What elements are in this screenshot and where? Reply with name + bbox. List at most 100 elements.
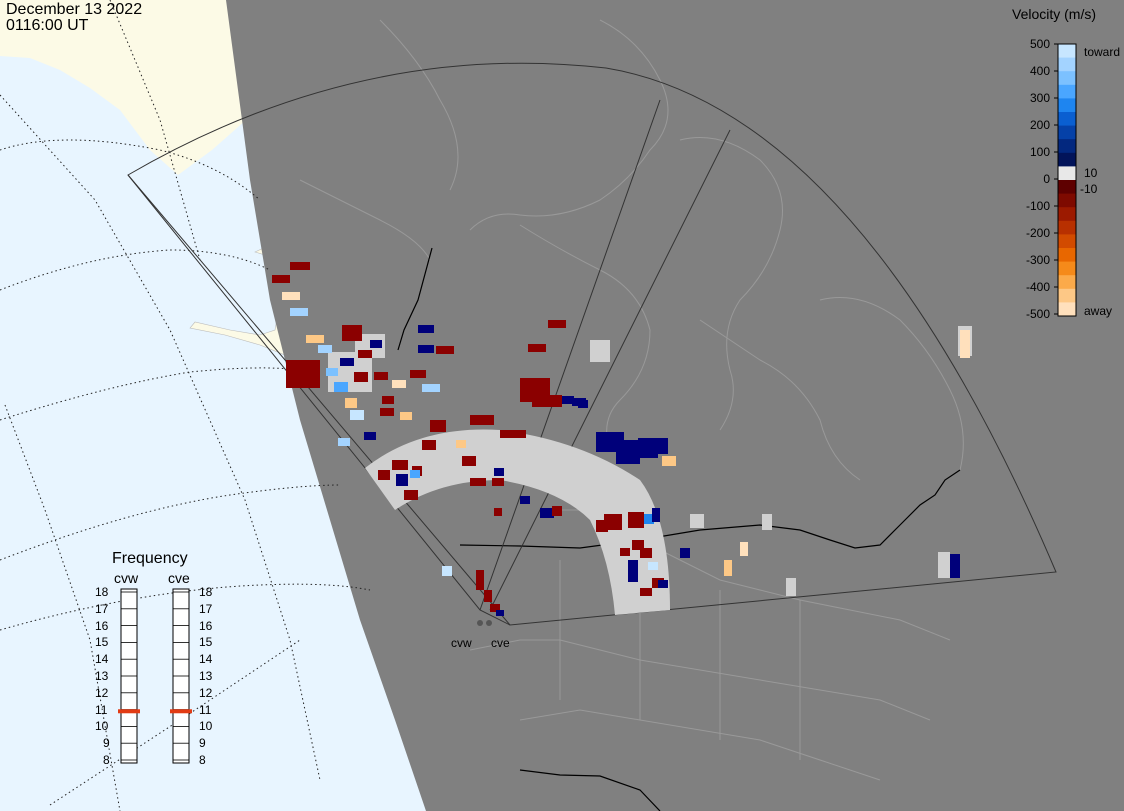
frequency-title: Frequency <box>112 550 188 567</box>
colorbar-band <box>1058 193 1076 208</box>
velocity-tick-label: -200 <box>1025 226 1050 240</box>
frequency-tick-label-left: 16 <box>95 618 109 633</box>
scatter-cell <box>652 508 660 522</box>
scatter-cell <box>528 344 546 352</box>
colorbar-band <box>1058 125 1076 140</box>
colorbar-band <box>1058 220 1076 235</box>
scatter-cell <box>658 580 668 588</box>
velocity-tick-label: -100 <box>1025 199 1050 213</box>
scatter-cell <box>548 320 566 328</box>
threshold-pos-label: 10 <box>1084 166 1098 180</box>
scatter-cell <box>342 325 362 341</box>
scatter-cell <box>620 548 630 556</box>
scatter-cell <box>470 415 494 425</box>
velocity-tick-label: 0 <box>1043 172 1050 186</box>
frequency-tick-label-right: 9 <box>199 736 206 751</box>
colorbar-frame <box>1057 43 1077 317</box>
scatter-cell <box>392 380 406 388</box>
threshold-neg-label: -10 <box>1080 182 1098 196</box>
scatter-cell <box>392 460 408 470</box>
alaska-landmass <box>0 0 246 175</box>
freq-radar-cvw-label: cvw <box>114 570 139 586</box>
frequency-tick-label-left: 11 <box>95 702 108 717</box>
scatter-cell <box>662 456 676 466</box>
frequency-tick-label-right: 14 <box>199 652 213 667</box>
scatter-cell <box>950 554 960 578</box>
colorbar-band <box>1058 248 1076 263</box>
away-label: away <box>1084 304 1113 318</box>
frequency-columns <box>118 588 192 764</box>
frequency-tick-label-right: 10 <box>199 719 213 734</box>
frequency-tick-label-right: 15 <box>199 635 213 650</box>
frequency-tick-label-left: 10 <box>95 719 109 734</box>
scatter-cell <box>638 438 658 458</box>
scatter-cell <box>724 560 732 576</box>
scatter-cell <box>418 325 434 333</box>
scatter-cell <box>410 370 426 378</box>
frequency-tick-label-left: 13 <box>95 669 109 683</box>
scatter-cell <box>422 384 440 392</box>
velocity-scatter-cells <box>272 262 970 616</box>
colorbar-band <box>1058 275 1076 290</box>
scatter-cell <box>470 478 486 486</box>
frequency-tick-label-left: 14 <box>95 652 109 667</box>
velocity-tick-label: 200 <box>1029 118 1050 132</box>
scatter-cell <box>494 508 502 516</box>
frequency-tick-label-left: 12 <box>95 685 109 700</box>
frequency-tick-label-right: 17 <box>199 601 213 616</box>
frequency-tick-label-left: 17 <box>95 601 109 616</box>
colorbar-band <box>1058 57 1076 72</box>
scatter-cell <box>418 345 434 353</box>
scatter-cell <box>354 372 368 382</box>
scatter-cell <box>430 420 446 432</box>
scatter-cell <box>656 438 668 454</box>
colorbar-band <box>1058 234 1076 249</box>
scatter-cell <box>648 562 658 570</box>
frequency-tick-label-right: 13 <box>199 669 213 683</box>
velocity-tick-label: -300 <box>1025 253 1050 267</box>
coastlines <box>299 19 964 781</box>
scatter-cell <box>960 330 970 358</box>
scatter-cell <box>578 400 588 408</box>
scatter-cell <box>500 430 526 438</box>
scatter-cell <box>340 358 354 366</box>
map-time: 0116:00 UT <box>6 17 89 34</box>
scatter-cell <box>628 560 638 582</box>
scatter-cell <box>496 610 504 616</box>
colorbar-band <box>1058 84 1076 99</box>
scatter-cell <box>334 382 348 392</box>
colorbar-band <box>1058 44 1076 59</box>
radar-site-cve-label: cve <box>491 636 510 650</box>
scatter-cell <box>404 490 418 500</box>
colorbar-band <box>1058 261 1076 276</box>
frequency-tick-label-left: 9 <box>103 736 110 751</box>
night-region <box>226 0 1124 811</box>
scatter-cell <box>520 496 530 504</box>
scatter-cell <box>680 548 690 558</box>
scatter-cell <box>410 470 420 478</box>
scatter-cell <box>532 395 562 407</box>
colorbar-band <box>1058 302 1076 317</box>
scatter-cell <box>290 262 310 270</box>
scatter-cell <box>604 514 622 530</box>
toward-label: toward <box>1084 45 1121 59</box>
velocity-scale-title: Velocity (m/s) <box>1012 6 1097 22</box>
velocity-tick-label: 100 <box>1029 145 1050 159</box>
scatter-cell <box>562 396 574 404</box>
scatter-cell <box>378 470 390 480</box>
colorbar-band <box>1058 180 1076 195</box>
colorbar-band <box>1058 139 1076 154</box>
colorbar-band <box>1058 98 1076 113</box>
scatter-cell <box>492 478 504 486</box>
scatter-cell <box>436 346 454 354</box>
scatter-cell <box>345 398 357 408</box>
scatter-cell <box>272 275 290 283</box>
scatter-cell <box>540 508 554 518</box>
scatter-cell <box>396 474 408 486</box>
scatter-cell <box>462 456 476 466</box>
velocity-tick-label: -400 <box>1025 280 1050 294</box>
scatter-cell <box>374 372 388 380</box>
scatter-cell <box>552 506 562 516</box>
